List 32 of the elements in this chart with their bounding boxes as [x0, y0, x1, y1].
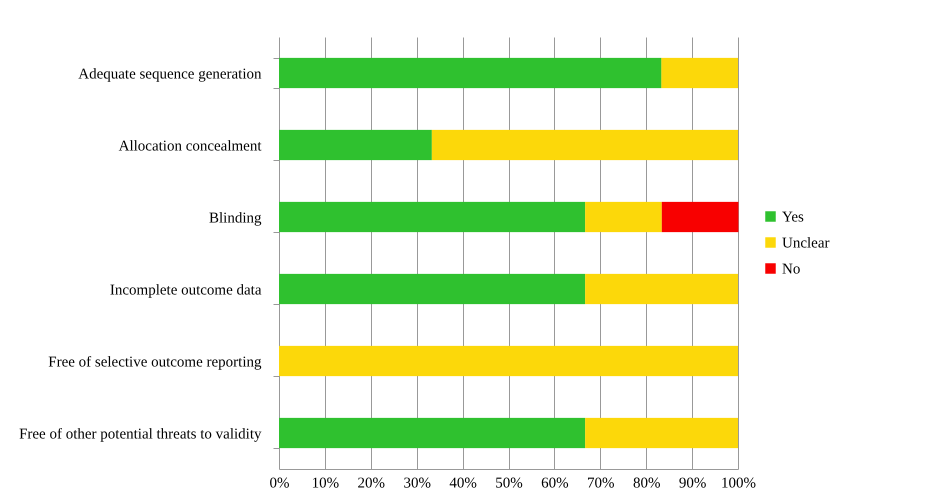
x-tick-label: 0%: [270, 476, 290, 491]
legend-label: Yes: [782, 210, 804, 226]
y-tick-label: Blinding: [208, 210, 262, 226]
x-tick-label: 10%: [312, 476, 340, 491]
x-tick-label: 30%: [403, 476, 431, 491]
x-tick-label: 90%: [678, 476, 706, 491]
legend-label: Unclear: [782, 236, 830, 252]
bar: [585, 202, 662, 232]
y-tick-label: Free of selective outcome reporting: [48, 354, 262, 370]
bar: [279, 202, 586, 232]
x-tick-label: 70%: [587, 476, 615, 491]
y-tick-label: Free of other potential threats to validity: [19, 426, 262, 442]
x-tick-label: 50%: [495, 476, 523, 491]
bar: [279, 346, 738, 376]
bar: [279, 130, 432, 160]
x-tick-label: 40%: [449, 476, 477, 491]
bar: [432, 130, 738, 160]
bar: [585, 418, 738, 448]
bar: [662, 202, 738, 232]
bar: [661, 58, 738, 88]
y-tick-label: Allocation concealment: [118, 138, 262, 154]
bar: [585, 274, 738, 304]
y-tick-label: Adequate sequence generation: [78, 66, 262, 82]
x-tick-label: 100%: [721, 476, 756, 491]
x-tick-label: 80%: [632, 476, 660, 491]
x-tick-label: 20%: [358, 476, 386, 491]
y-tick-label: Incomplete outcome data: [110, 282, 262, 298]
legend-label: No: [782, 262, 800, 278]
bar: [279, 418, 586, 448]
bar: [279, 58, 662, 88]
x-tick-label: 60%: [541, 476, 569, 491]
bar: [279, 274, 586, 304]
